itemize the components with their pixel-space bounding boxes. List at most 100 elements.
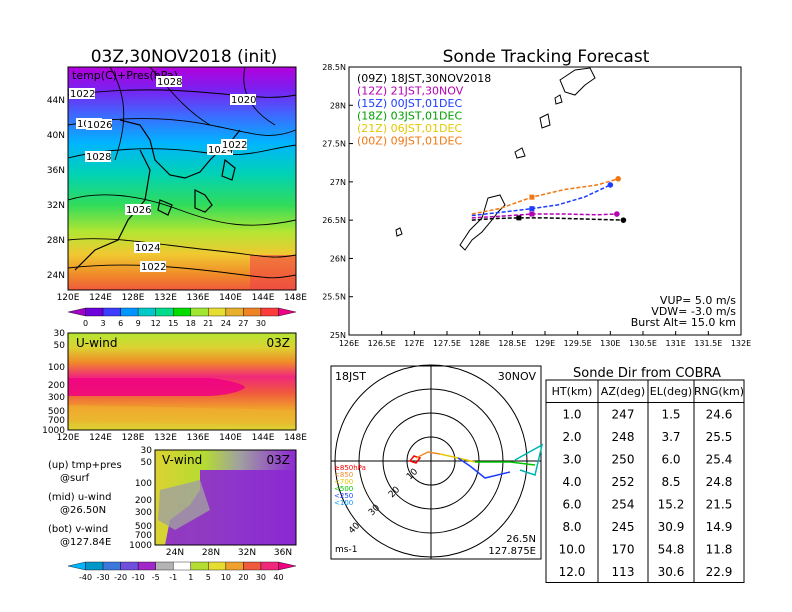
table-cell: 6.0 (661, 453, 680, 467)
map-lon-tick: 128E (122, 293, 145, 303)
isobar-label: 1022 (222, 140, 247, 151)
map-lon-tick: 120E (57, 293, 80, 303)
track-legend-entry: (18Z) 03JST,01DEC (357, 110, 462, 123)
vwind-lat-tick: 28N (202, 548, 220, 558)
uwind-p-tick: 500 (48, 407, 65, 417)
track-y-tick: 26.5N (322, 216, 346, 225)
isobar-label: 1028 (86, 152, 111, 163)
table-cell: 22.9 (706, 565, 733, 579)
surface-map-field (68, 67, 296, 290)
track-y-tick: 27.5N (322, 140, 346, 149)
colorbar-tick: 18 (186, 319, 196, 328)
wind-colorbar-tick: -30 (97, 573, 110, 582)
table-cell: 8.0 (562, 520, 581, 534)
legend-line-5: (bot) v-wind (48, 524, 108, 535)
legend-line-4: @26.50N (60, 505, 106, 516)
polar-lon: 127.875E (488, 546, 536, 557)
polar-level-entry: ≥850hPa (334, 464, 366, 472)
uwind-frame (67, 332, 297, 431)
vwind-lat-tick: 32N (238, 548, 256, 558)
isobar-label: 1022 (141, 262, 166, 273)
table-cell: 24.6 (706, 408, 733, 422)
track-x-tick: 130.5E (629, 339, 657, 348)
wind-colorbar-tick: -5 (152, 573, 160, 582)
vwind-lat-ticks: 24N 28N 32N 36N (166, 548, 292, 558)
colorbar-swatch (102, 307, 121, 317)
hodo-seg-850 (408, 455, 422, 464)
vwind-label: V-wind (162, 453, 202, 467)
colorbar-swatch (225, 307, 244, 317)
track-annotation: Burst Alt= 15.0 km (631, 316, 736, 329)
table-header: AZ(deg) (601, 385, 645, 398)
vwind-p-tick: 500 (135, 522, 152, 532)
table-cell: 3.0 (562, 453, 581, 467)
isobar-label-bg (207, 144, 233, 155)
polar-level-legend: ≥850hPa<850<700<500<250<100 (334, 464, 366, 507)
wind-colorbar-tick: -40 (79, 573, 92, 582)
wind-colorbar-swatch (102, 561, 121, 571)
track-y-tick: 26N (330, 254, 346, 263)
uwind-p-tick: 700 (48, 416, 65, 426)
isobar-label-bg (125, 204, 151, 215)
polar-level-entry: <850 (334, 471, 353, 479)
polar-range-label: 30 (367, 503, 382, 518)
colorbar-swatch (85, 307, 104, 317)
polar-units: ms-1 (335, 545, 357, 555)
vwind-p-tick: 100 (135, 479, 152, 489)
wind-colorbar-tick: -20 (114, 573, 127, 582)
table-cell: 247 (612, 408, 635, 422)
hodo-seg-250 (475, 461, 536, 466)
isobar-label-bg (69, 88, 95, 99)
polar-range-label: 10 (405, 467, 420, 482)
colorbar-tick: 12 (151, 319, 161, 328)
isobar-label: 1024 (208, 145, 233, 156)
map-lon-tick: 144E (252, 293, 275, 303)
colorbar-swatch (137, 307, 156, 317)
vwind-gray-region (158, 480, 210, 530)
wind-colorbar-swatch (225, 561, 244, 571)
track-burst-marker (516, 215, 522, 221)
track-end-point (607, 182, 614, 188)
table-cell: 113 (612, 565, 635, 579)
uwind-warm-band (68, 405, 296, 425)
wind-colorbar-swatch (85, 561, 104, 571)
temperature-colorbar: 0 3 6 9 12 15 18 21 24 27 30 (67, 307, 297, 328)
track-legend: (09Z) 18JST,30NOV2018(12Z) 21JST,30NOV(1… (357, 72, 491, 148)
vwind-p-tick: 200 (135, 496, 152, 506)
track-x-tick: 126.5E (368, 339, 396, 348)
table-cell: 25.4 (706, 453, 733, 467)
track-x-tick: 131.5E (694, 339, 722, 348)
uwind-p-tick: 30 (54, 329, 66, 339)
wind-colorbar: -40 -30 -20 -10 -5 -1 1 5 10 20 30 40 (67, 561, 297, 582)
track-legend-entry: (21Z) 06JST,01DEC (357, 122, 462, 135)
polar-level-entry: <100 (334, 499, 353, 507)
uwind-lon-tick: 128E (122, 433, 145, 443)
uwind-p-tick: 50 (54, 341, 66, 351)
track-y-tick: 28.5N (322, 63, 346, 72)
polar-rings (331, 364, 541, 559)
track-end-point (615, 175, 621, 182)
polar-level-entry: <500 (334, 485, 353, 493)
track-y-tick: 28N (330, 101, 346, 110)
map-lat-tick: 44N (47, 96, 65, 106)
wind-colorbar-tick: -10 (132, 573, 145, 582)
wind-colorbar-tick: 30 (256, 573, 266, 582)
vwind-p-tick: 300 (135, 508, 152, 518)
colorbar-swatch (173, 307, 191, 317)
track-axis-ticks: 126E 126.5E 127E 127.5E 128E 128.5E 129E 129.5E… (322, 63, 751, 348)
vwind-p-tick: 700 (135, 531, 152, 541)
track-coastlines (395, 67, 596, 251)
track-y-tick: 27N (330, 178, 346, 187)
table-cell: 30.9 (658, 520, 685, 534)
map-lat-tick: 40N (47, 131, 65, 141)
table-cell: 30.6 (658, 565, 685, 579)
legend-line-1: (up) tmp+pres (48, 460, 122, 471)
isobar-label-bg (134, 242, 160, 253)
colorbar-swatch (190, 307, 209, 317)
uwind-lon-tick: 136E (187, 433, 210, 443)
table-text: HT(km) AZ(deg) EL(deg) RNG(km) 1.0 247 1.5 24.6… (552, 385, 744, 579)
uwind-lon-tick: 144E (252, 433, 275, 443)
track-burst-marker (529, 206, 535, 212)
